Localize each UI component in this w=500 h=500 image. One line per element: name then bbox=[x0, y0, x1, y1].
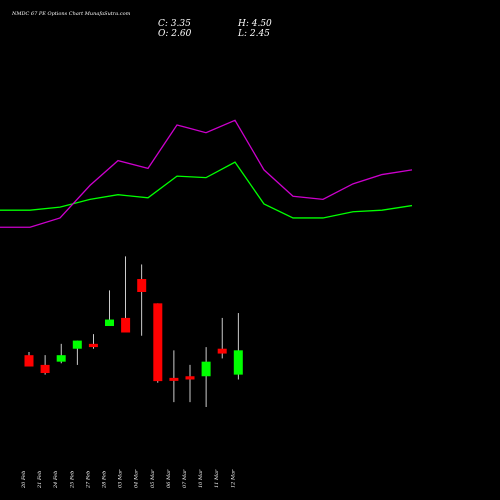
open-value: O: 2.60 bbox=[158, 29, 192, 39]
candle-body-down bbox=[88, 343, 98, 348]
candle-body-down bbox=[40, 364, 50, 374]
x-tick-label: 28 Feb bbox=[102, 471, 108, 489]
green-indicator-line bbox=[0, 161, 413, 219]
x-axis-labels: 20 Feb 21 Feb 24 Feb 25 Feb 27 Feb 28 Feb 03 M… bbox=[21, 469, 236, 489]
candle-body-up bbox=[56, 355, 66, 362]
high-value: H: 4.50 bbox=[237, 19, 272, 29]
x-tick-label: 12 Mar bbox=[230, 469, 236, 488]
close-value: C: 3.35 bbox=[158, 19, 191, 29]
candle-body-up bbox=[201, 361, 211, 377]
x-tick-label: 07 Mar bbox=[182, 469, 188, 488]
x-tick-label: 20 Feb bbox=[21, 471, 27, 489]
x-tick-label: 21 Feb bbox=[37, 471, 43, 489]
candle-body-up bbox=[105, 319, 114, 327]
candle-body-down bbox=[24, 355, 34, 367]
chart-title: NMDC 67 PE Options Chart MunafaSutra.com bbox=[11, 11, 131, 17]
x-tick-label: 06 Mar bbox=[166, 469, 172, 488]
magenta-indicator-line bbox=[0, 119, 413, 228]
x-tick-label: 03 Mar bbox=[118, 469, 124, 488]
candle-body-down bbox=[121, 317, 131, 333]
candle-body-down bbox=[169, 377, 179, 381]
x-tick-label: 10 Mar bbox=[198, 469, 204, 488]
candle-body-down bbox=[217, 348, 227, 354]
x-tick-label: 11 Mar bbox=[214, 469, 220, 488]
x-tick-label: 27 Feb bbox=[85, 471, 91, 489]
candle-body-up bbox=[72, 340, 82, 349]
candle-body-down bbox=[185, 376, 195, 380]
candle-body-down bbox=[137, 279, 147, 292]
candles bbox=[24, 256, 243, 408]
x-tick-label: 04 Mar bbox=[134, 469, 140, 488]
x-tick-label: 24 Feb bbox=[53, 471, 59, 489]
low-value: L: 2.45 bbox=[237, 29, 270, 39]
indicator-lines bbox=[0, 119, 413, 228]
x-tick-label: 25 Feb bbox=[69, 471, 75, 489]
x-tick-label: 05 Mar bbox=[150, 469, 156, 488]
candle-body-up bbox=[233, 350, 243, 375]
candle-body-down bbox=[153, 303, 163, 382]
